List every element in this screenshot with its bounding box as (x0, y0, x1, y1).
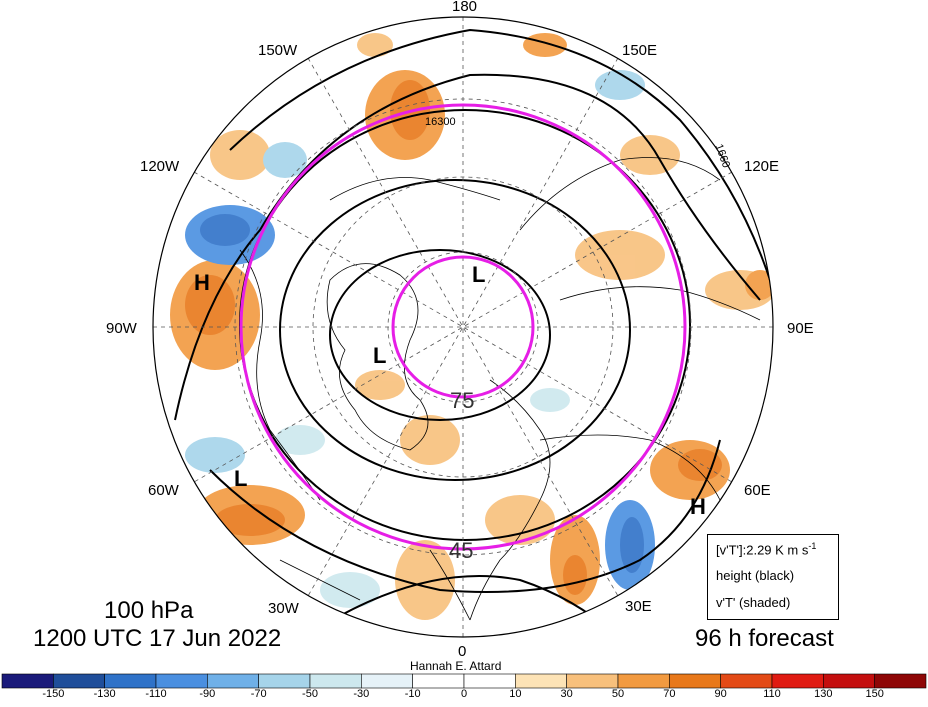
legend-line-vt-mean: [v'T']:2.29 K m s-1 (716, 541, 817, 558)
colorbar-tick-label: 0 (460, 688, 468, 700)
author-credit: Hannah E. Attard (410, 659, 502, 673)
colorbar-swatch (361, 673, 413, 689)
colorbar-tick-label: 90 (714, 688, 727, 700)
colorbar-swatch (1, 673, 54, 689)
colorbar-swatch (53, 673, 105, 689)
colorbar-swatch (874, 673, 927, 689)
low-pressure-label: L (472, 262, 486, 287)
colorbar-swatch (720, 673, 773, 689)
valid-time-title: 1200 UTC 17 Jun 2022 (33, 625, 282, 652)
colorbar-tick-label: -50 (302, 688, 318, 700)
colorbar-tick-label: -30 (353, 688, 370, 700)
colorbar-tick-label: -110 (145, 688, 167, 700)
legend-line-shaded: v'T' (shaded) (716, 595, 791, 610)
lat-label-75: 75 (450, 388, 475, 413)
magenta-latitude-circles (239, 103, 687, 551)
lon-label-30w: 30W (268, 600, 299, 617)
contour-label-16300: 16300 (425, 116, 456, 128)
lon-label-120e: 120E (744, 158, 780, 175)
lon-label-90w: 90W (106, 320, 137, 337)
colorbar-swatch (566, 673, 619, 689)
high-pressure-label: H (690, 494, 706, 519)
colorbar-swatch (155, 673, 208, 689)
lon-label-120w: 120W (140, 158, 180, 175)
colorbar-tick-label: 130 (814, 688, 833, 700)
colorbar-swatch (771, 673, 824, 689)
shaded-vT-field (170, 33, 773, 620)
lon-label-0: 0 (458, 643, 467, 660)
colorbar-swatch (669, 673, 721, 689)
colorbar-swatch (515, 673, 567, 689)
legend-line-height: height (black) (716, 568, 795, 583)
lon-label-150e: 150E (622, 42, 658, 59)
colorbar-swatch (823, 673, 875, 689)
colorbar-tick-label: 30 (560, 688, 573, 700)
graticule (153, 17, 773, 637)
colorbar-tick-label: 150 (865, 688, 884, 700)
colorbar-swatch (258, 673, 311, 689)
colorbar-tick-label: 10 (509, 688, 522, 700)
colorbar-tick-label: -150 (42, 688, 65, 700)
colorbar-tick-label: 110 (763, 688, 781, 700)
lon-label-60w: 60W (148, 482, 179, 499)
colorbar-tick-label: -90 (199, 688, 216, 700)
legend-box: [v'T']:2.29 K m s-1 height (black) v'T' … (707, 534, 839, 620)
colorbar-tick-label: -130 (93, 688, 116, 700)
colorbar-tick-label: 50 (611, 688, 625, 700)
colorbar-swatch (104, 673, 157, 689)
map-border (152, 16, 774, 638)
colorbar-swatch (412, 673, 465, 689)
colorbar-swatch (309, 673, 362, 689)
colorbar-swatch (463, 673, 516, 689)
colorbar-tick-label: -10 (404, 688, 421, 700)
forecast-title: 96 h forecast (695, 625, 834, 652)
colorbar-tick-label: -70 (250, 688, 267, 700)
lon-label-60e: 60E (744, 482, 771, 499)
lon-label-150w: 150W (258, 42, 298, 59)
low-pressure-label: L (373, 343, 387, 368)
low-pressure-label: L (234, 466, 248, 491)
high-pressure-label: H (194, 270, 210, 295)
pressure-level-title: 100 hPa (104, 597, 194, 624)
lat-label-45: 45 (449, 538, 474, 563)
coastlines (239, 157, 761, 621)
colorbar-tick-label: 70 (663, 688, 676, 700)
lon-label-180: 180 (452, 0, 478, 15)
colorbar-swatch (207, 673, 259, 689)
colorbar-swatch (617, 673, 670, 689)
colorbar (1, 673, 927, 689)
lon-label-90e: 90E (787, 320, 814, 337)
lon-label-30e: 30E (625, 598, 652, 615)
